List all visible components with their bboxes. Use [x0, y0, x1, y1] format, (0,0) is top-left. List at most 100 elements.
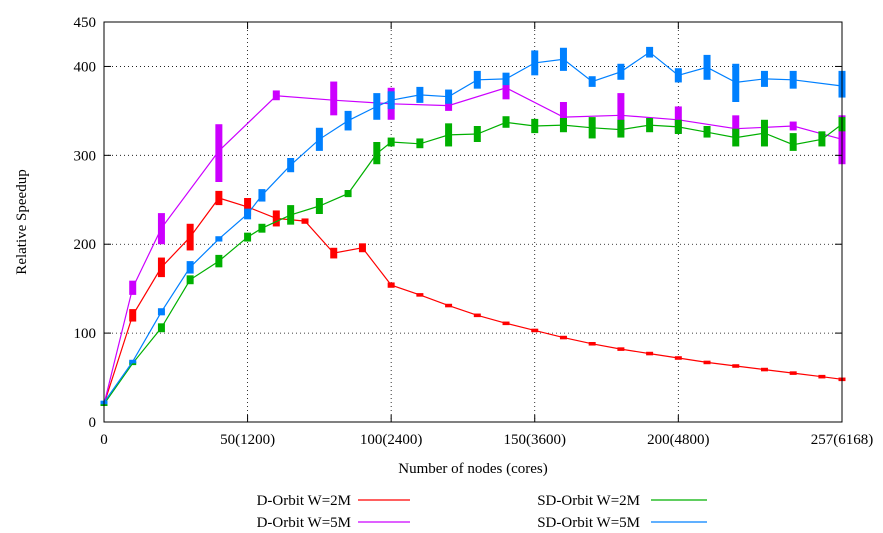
grid-lines: [104, 22, 842, 422]
error-bar: [387, 91, 395, 110]
error-bar: [344, 110, 352, 131]
series-sd-orbit-w-2m: [100, 116, 846, 406]
error-bar: [445, 123, 453, 147]
error-bar: [129, 359, 137, 364]
series-sd-orbit-w-5m: [100, 46, 846, 405]
x-tick-label: 100(2400): [360, 432, 423, 448]
error-bar: [358, 243, 366, 253]
y-tick-label: 400: [74, 59, 97, 75]
y-tick-label: 200: [74, 237, 97, 253]
error-bar: [315, 198, 323, 214]
error-bar: [473, 313, 481, 318]
error-bar: [789, 121, 797, 131]
error-bar: [531, 328, 539, 333]
error-bar: [330, 247, 338, 259]
error-bar: [502, 116, 510, 128]
error-bar: [703, 360, 711, 365]
legend-label: SD-Orbit W=5M: [537, 515, 640, 531]
error-bar: [157, 323, 165, 333]
error-bar: [646, 46, 654, 58]
error-bar: [732, 128, 740, 147]
error-bar: [129, 309, 137, 322]
legend: D-Orbit W=2M D-Orbit W=5M SD-Orbit W=2M SD-…: [257, 493, 707, 531]
y-tick-label: 0: [89, 415, 97, 431]
error-bar: [617, 347, 625, 351]
error-bar: [129, 280, 137, 295]
series-d-orbit-w-2m: [100, 190, 846, 406]
series-line: [103, 197, 843, 405]
error-bar: [473, 70, 481, 89]
error-bar: [416, 86, 424, 103]
error-bar: [272, 210, 280, 227]
error-bar: [473, 126, 481, 142]
series-line: [103, 87, 843, 405]
x-axis-label: Number of nodes (cores): [398, 461, 548, 477]
error-bar: [531, 50, 539, 76]
error-bar: [760, 70, 768, 87]
error-bar: [617, 119, 625, 138]
series-line: [103, 121, 843, 405]
error-bar: [416, 138, 424, 149]
error-bar: [344, 190, 352, 198]
x-tick-label: 50(1200): [220, 432, 275, 448]
error-bar: [272, 90, 280, 101]
error-bar: [186, 261, 194, 274]
error-bar: [674, 356, 682, 360]
error-bar: [588, 76, 596, 87]
legend-label: D-Orbit W=2M: [257, 493, 351, 509]
error-bar: [287, 205, 295, 225]
error-bar: [258, 223, 266, 233]
error-bar: [287, 158, 295, 173]
y-tick-label: 300: [74, 148, 97, 164]
legend-label: D-Orbit W=5M: [257, 515, 351, 531]
x-tick-label: 150(3600): [503, 432, 566, 448]
y-tick-label: 450: [74, 15, 97, 31]
error-bar: [387, 137, 395, 147]
error-bar: [244, 232, 252, 242]
error-bar: [674, 119, 682, 134]
y-tick-label: 100: [74, 326, 97, 342]
error-bar: [789, 70, 797, 89]
error-bar: [617, 93, 625, 134]
error-bar: [559, 102, 567, 129]
error-bar: [502, 75, 510, 100]
error-bar: [703, 54, 711, 80]
error-bar: [559, 335, 567, 340]
error-bar: [789, 371, 797, 375]
error-bar: [760, 119, 768, 147]
error-bar: [373, 93, 381, 120]
error-bar: [559, 47, 567, 71]
error-bar: [330, 81, 338, 116]
error-bar: [646, 118, 654, 133]
error-bar: [157, 308, 165, 316]
x-tick-label: 0: [100, 432, 108, 448]
error-bar: [760, 367, 768, 372]
error-bar: [445, 89, 453, 104]
error-bar: [157, 257, 165, 278]
axes: 0 100 200 300 400 450 0 50(1200) 100(2400) 150(36…: [74, 15, 874, 448]
error-bar: [215, 254, 223, 268]
series-line: [103, 51, 843, 403]
error-bar: [215, 124, 223, 182]
error-bar: [732, 364, 740, 368]
x-tick-label: 200(4800): [647, 432, 710, 448]
error-bar: [732, 115, 740, 138]
error-bar: [502, 72, 510, 86]
error-bar: [215, 236, 223, 242]
legend-label: SD-Orbit W=2M: [537, 493, 640, 509]
x-tick-label: 257(6168): [811, 432, 874, 448]
error-bar: [502, 321, 510, 326]
error-bar: [445, 100, 453, 111]
error-bar: [617, 63, 625, 80]
error-bar: [244, 198, 252, 216]
error-bar: [789, 133, 797, 151]
error-bar: [186, 275, 194, 285]
error-bar: [818, 131, 826, 147]
error-bar: [258, 189, 266, 202]
y-axis-label: Relative Speedup: [14, 169, 30, 274]
plot-frame: [103, 21, 843, 423]
error-bar: [315, 127, 323, 151]
error-bar: [387, 282, 395, 288]
error-bar: [732, 63, 740, 102]
